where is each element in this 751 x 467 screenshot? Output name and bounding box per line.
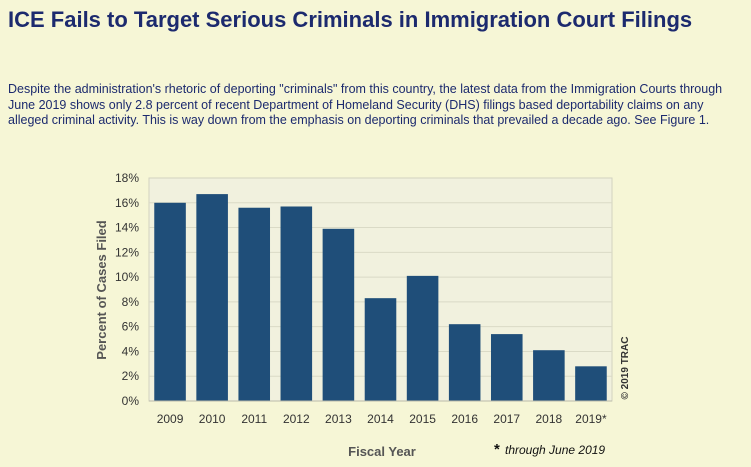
y-tick-label: 8%	[122, 295, 140, 309]
y-axis-ticks: 0% 2% 4% 6% 8% 10% 12% 14% 16% 18%	[115, 171, 139, 408]
y-tick-label: 2%	[122, 369, 140, 383]
bar-2012	[280, 206, 313, 401]
y-tick-label: 4%	[122, 344, 140, 358]
bar-2019*	[575, 366, 607, 401]
x-tick-label: 2015	[409, 412, 436, 426]
intro-paragraph: Despite the administration's rhetoric of…	[8, 82, 723, 127]
y-tick-label: 18%	[115, 171, 139, 185]
bar-2014	[364, 298, 397, 401]
bar-2013	[322, 228, 355, 401]
x-tick-label: 2018	[536, 412, 563, 426]
y-tick-label: 12%	[115, 245, 139, 259]
x-tick-label: 2011	[241, 412, 267, 426]
copyright-label: © 2019 TRAC	[620, 337, 631, 400]
bar-2016	[448, 324, 481, 401]
y-tick-label: 0%	[122, 394, 140, 408]
y-tick-label: 16%	[115, 196, 139, 210]
bar-2010	[196, 194, 228, 401]
y-tick-label: 6%	[122, 320, 140, 334]
y-tick-label: 14%	[115, 221, 139, 235]
bars	[154, 194, 607, 401]
x-tick-label: 2019*	[575, 412, 607, 426]
x-axis-title: Fiscal Year	[348, 444, 416, 459]
page-title: ICE Fails to Target Serious Criminals in…	[8, 7, 693, 32]
y-tick-label: 10%	[115, 270, 139, 284]
bar-2015	[406, 275, 439, 401]
bar-2017	[490, 334, 523, 401]
x-axis-ticks: 2009 2010 2011 2012 2013 2014 2015 2016 2017 2018…	[157, 412, 607, 426]
x-tick-label: 2010	[199, 412, 226, 426]
footnote-text: through June 2019	[505, 443, 605, 457]
x-tick-label: 2017	[493, 412, 520, 426]
x-tick-label: 2009	[157, 412, 184, 426]
x-tick-label: 2013	[325, 412, 352, 426]
x-tick-label: 2014	[367, 412, 394, 426]
bar-2011	[238, 207, 271, 401]
x-tick-label: 2016	[451, 412, 478, 426]
bar-2018	[533, 350, 565, 401]
y-axis-title: Percent of Cases Filed	[94, 220, 109, 359]
bar-2009	[154, 202, 186, 401]
footnote-marker: *	[494, 441, 500, 458]
x-tick-label: 2012	[283, 412, 310, 426]
